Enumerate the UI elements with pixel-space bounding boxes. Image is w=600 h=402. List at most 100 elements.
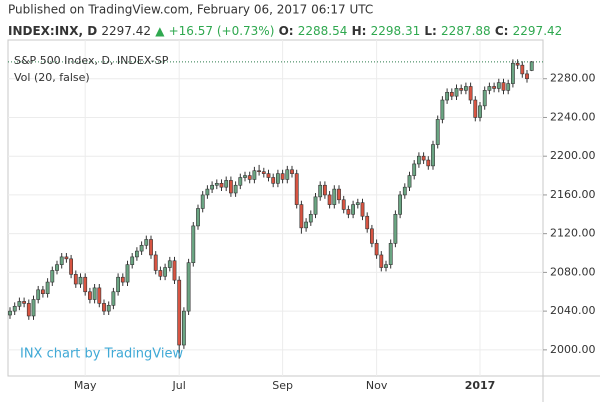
last-price: 2297.42 <box>101 24 151 38</box>
candle-body <box>341 199 346 210</box>
y-tick-label: 2080.00 <box>550 265 596 278</box>
y-tick-label: 2040.00 <box>550 304 596 317</box>
open-value: 2288.54 <box>298 24 348 38</box>
x-tick-label: May <box>74 379 97 392</box>
candle-body <box>435 119 440 145</box>
candle-body <box>487 86 492 91</box>
change: +16.57 (+0.73%) <box>169 24 275 38</box>
candle-body <box>365 215 370 230</box>
low-label: L: <box>424 24 436 38</box>
candle-body <box>64 256 69 260</box>
candle-body <box>529 61 534 71</box>
candle-body <box>191 225 196 264</box>
close-value: 2297.42 <box>513 24 563 38</box>
candle-body <box>153 254 158 271</box>
x-tick-label: Nov <box>366 379 388 392</box>
y-tick-label: 2000.00 <box>550 343 596 356</box>
candle-body <box>459 88 464 91</box>
candle-body <box>12 305 17 312</box>
candle-body <box>322 184 327 196</box>
y-tick-label: 2200.00 <box>550 149 596 162</box>
candle-body <box>17 301 22 307</box>
candle-body <box>515 62 520 66</box>
candle-body <box>285 169 290 180</box>
candle-body <box>233 184 238 194</box>
candle-body <box>482 90 487 107</box>
candle-body <box>177 279 182 346</box>
candle-body <box>299 204 304 229</box>
arrow: ▲ <box>155 24 165 38</box>
candle-body <box>40 289 45 294</box>
candle-body <box>55 264 59 271</box>
candle-body <box>271 177 276 184</box>
close-label: C: <box>495 24 509 38</box>
candle-body <box>92 287 97 300</box>
candle-body <box>337 188 341 201</box>
candle-body <box>313 196 318 215</box>
candle-body <box>36 289 41 300</box>
candle-body <box>421 155 426 161</box>
candle-body <box>398 194 403 215</box>
symbol: INDEX:INX, D <box>8 24 97 38</box>
x-tick-label: 2017 <box>465 379 496 392</box>
candle-body <box>510 62 515 84</box>
candle-body <box>182 310 186 346</box>
candle-body <box>200 194 205 209</box>
candle-body <box>167 260 172 268</box>
y-tick-label: 2280.00 <box>550 72 596 85</box>
candle-body <box>266 173 271 178</box>
candle-body <box>445 91 450 101</box>
candle-body <box>172 260 177 281</box>
y-tick-label: 2240.00 <box>550 110 596 123</box>
y-tick-label: 2160.00 <box>550 188 596 201</box>
candle-body <box>22 301 27 304</box>
candle-body <box>8 310 12 316</box>
chart-title: S&P 500 Index, D, INDEX-SP <box>14 54 169 67</box>
candle-body <box>506 83 511 91</box>
candle-body <box>243 175 247 178</box>
candle-body <box>393 213 398 244</box>
candle-body <box>473 99 478 118</box>
candle-body <box>238 177 243 186</box>
candle-body <box>351 204 356 215</box>
candle-body <box>308 213 313 223</box>
candle-body <box>26 303 31 317</box>
plot <box>8 40 547 376</box>
candle-body <box>163 267 168 277</box>
candle-body <box>431 144 435 167</box>
candle-body <box>416 155 421 165</box>
high-label: H: <box>352 24 367 38</box>
candle-body <box>116 276 121 293</box>
candle-body <box>125 264 130 283</box>
candle-body <box>78 276 83 285</box>
candle-body <box>388 243 393 265</box>
candle-body <box>346 209 351 215</box>
candle-body <box>97 287 102 304</box>
watermark: INX chart by TradingView <box>20 347 184 362</box>
candle-body <box>478 105 482 118</box>
candle-body <box>379 254 384 268</box>
candle-body <box>106 305 111 312</box>
candle-body <box>525 73 529 80</box>
candle-body <box>407 175 412 188</box>
candle-body <box>45 281 50 294</box>
y-tick-label: 2120.00 <box>550 227 596 240</box>
candle-body <box>257 170 262 172</box>
candle-body <box>252 170 257 180</box>
x-tick-label: Jul <box>172 379 186 392</box>
candle-body <box>440 99 445 120</box>
candle-body <box>360 202 365 217</box>
candle-body <box>219 183 224 188</box>
candle-body <box>355 202 360 205</box>
candle-body <box>275 173 280 184</box>
candle-body <box>210 184 215 190</box>
candle-body <box>224 180 229 188</box>
candle-body <box>290 169 294 174</box>
candle-body <box>369 228 374 244</box>
candle-body <box>186 262 191 312</box>
candle-body <box>468 86 473 101</box>
candle-body <box>449 91 454 97</box>
candle-body <box>454 88 459 97</box>
